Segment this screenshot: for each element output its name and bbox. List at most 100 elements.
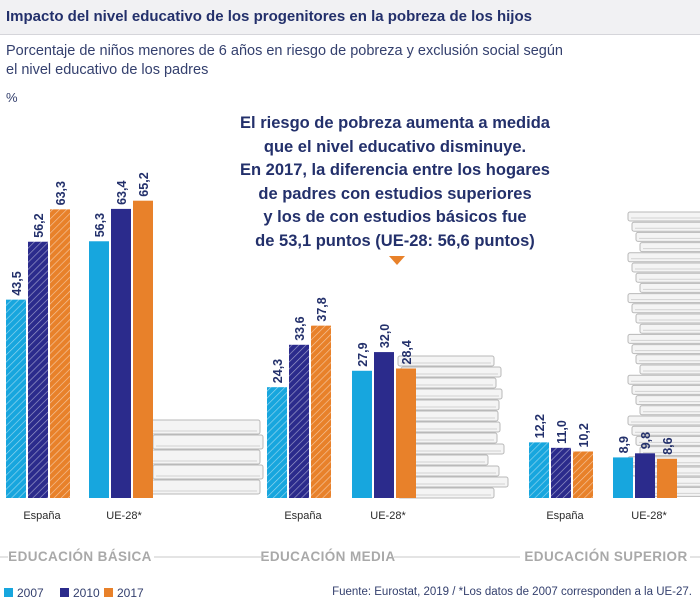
bar-2010 xyxy=(635,453,655,498)
bar-2010 xyxy=(289,344,309,498)
bar-2007 xyxy=(267,387,287,498)
book-shape xyxy=(403,377,497,389)
bar-2007 xyxy=(6,299,26,498)
bars-layer: 43,5 56,2 63,3 56,3 63,4 65,2 24,3 33,6 37,8 27,9… xyxy=(6,172,677,499)
book-shape xyxy=(627,374,700,385)
book-shape xyxy=(639,364,700,375)
bar-value-label: 65,2 xyxy=(137,172,151,196)
bar-value-label: 32,0 xyxy=(378,324,392,348)
group-header-label: EDUCACIÓN BÁSICA xyxy=(8,549,152,564)
bar-value-label: 27,9 xyxy=(356,342,370,366)
bar-2017 xyxy=(133,200,153,499)
bar-value-label: 63,4 xyxy=(115,181,129,205)
book-shape xyxy=(627,293,700,304)
category-tick-label: UE-28* xyxy=(370,510,406,522)
bar-value-label: 63,3 xyxy=(54,181,68,205)
chart-title: Impacto del nivel educativo de los proge… xyxy=(6,8,532,25)
bar-value-label: 8,6 xyxy=(661,437,675,454)
book-shape xyxy=(639,242,700,253)
callout-line: y los de con estudios básicos fue xyxy=(263,208,527,226)
bar-value-label: 10,2 xyxy=(577,423,591,447)
book-shape xyxy=(639,405,700,416)
bar-2010 xyxy=(111,208,131,498)
book-shape xyxy=(403,410,499,422)
book-shape xyxy=(627,211,700,222)
group-header-label: EDUCACIÓN MEDIA xyxy=(260,549,395,564)
legend-label-2010: 2010 xyxy=(73,586,100,600)
bar-value-label: 37,8 xyxy=(315,297,329,321)
bar-2007 xyxy=(529,442,549,498)
bar-2017 xyxy=(311,325,331,498)
book-shape xyxy=(635,231,700,242)
bar-value-label: 43,5 xyxy=(10,271,24,295)
book-stacks-decoration xyxy=(149,211,700,499)
bar-2010 xyxy=(374,352,394,498)
category-tick-label: UE-28* xyxy=(106,510,142,522)
book-shape xyxy=(149,479,261,495)
book-shape xyxy=(635,435,700,446)
bar-2017 xyxy=(573,451,593,498)
unit-label: % xyxy=(6,90,18,105)
callout-line: de padres con estudios superiores xyxy=(258,184,532,203)
callout-annotation: El riesgo de pobreza aumenta a medida qu… xyxy=(210,112,580,253)
chart-subtitle: Porcentaje de niños menores de 6 años en… xyxy=(6,43,563,78)
book-shape xyxy=(631,384,700,395)
bar-2007 xyxy=(89,241,109,498)
legend-label-2017: 2017 xyxy=(117,586,144,600)
book-shape xyxy=(627,415,700,426)
bar-2017 xyxy=(657,458,677,498)
callout-pointer-icon xyxy=(389,256,405,265)
bar-value-label: 9,8 xyxy=(639,432,653,449)
book-shape xyxy=(149,449,261,465)
callout-line: que el nivel educativo disminuye. xyxy=(263,137,527,156)
category-tick-label: España xyxy=(546,510,584,522)
book-shape xyxy=(631,344,700,355)
axis-labels-layer: España UE-28* EDUCACIÓN BÁSICA España UE-28*… xyxy=(0,256,700,564)
legend-swatch-2017 xyxy=(104,588,113,597)
source-note: Fuente: Eurostat, 2019 / *Los datos de 2… xyxy=(332,586,692,598)
bar-2017 xyxy=(50,209,70,499)
title-bar: Impacto del nivel educativo de los proge… xyxy=(0,0,700,35)
bar-value-label: 33,6 xyxy=(293,316,307,340)
callout-line: El riesgo de pobreza aumenta a medida xyxy=(240,114,550,132)
bar-value-label: 56,3 xyxy=(93,213,107,237)
callout-line: de 53,1 puntos (UE-28: 56,6 puntos) xyxy=(255,231,535,250)
bar-value-label: 28,4 xyxy=(400,340,414,364)
book-shape xyxy=(149,419,261,435)
book-shape xyxy=(403,476,509,488)
book-shape xyxy=(631,221,700,232)
book-shape xyxy=(635,395,700,406)
category-tick-label: UE-28* xyxy=(631,510,667,522)
bar-2010 xyxy=(551,447,571,498)
legend: 2007 2010 2017 xyxy=(4,586,144,600)
book-shape xyxy=(639,282,700,293)
book-shape xyxy=(631,303,700,314)
legend-label-2007: 2007 xyxy=(17,586,44,600)
bar-value-label: 8,9 xyxy=(617,436,631,453)
bar-value-label: 11,0 xyxy=(555,420,569,444)
book-shape xyxy=(152,464,264,480)
bar-value-label: 24,3 xyxy=(271,359,285,383)
book-shape xyxy=(403,443,505,455)
book-shape xyxy=(631,425,700,436)
bar-2017 xyxy=(396,368,416,498)
book-shape xyxy=(152,434,264,450)
book-shape xyxy=(627,333,700,344)
book-shape xyxy=(639,323,700,334)
callout-line: En 2017, la diferencia entre los hogares xyxy=(240,161,550,179)
bar-value-label: 12,2 xyxy=(533,414,547,438)
legend-swatch-2007 xyxy=(4,588,13,597)
bar-value-label: 56,2 xyxy=(32,213,46,237)
category-tick-label: España xyxy=(284,510,322,522)
group-header-label: EDUCACIÓN SUPERIOR xyxy=(524,549,687,564)
book-shape xyxy=(635,313,700,324)
bar-2007 xyxy=(352,370,372,498)
bar-2010 xyxy=(28,241,48,498)
category-tick-label: España xyxy=(23,510,61,522)
book-shape xyxy=(631,262,700,273)
book-shape xyxy=(627,252,700,263)
bar-2007 xyxy=(613,457,633,498)
book-shape xyxy=(639,446,700,457)
book-shape xyxy=(635,272,700,283)
